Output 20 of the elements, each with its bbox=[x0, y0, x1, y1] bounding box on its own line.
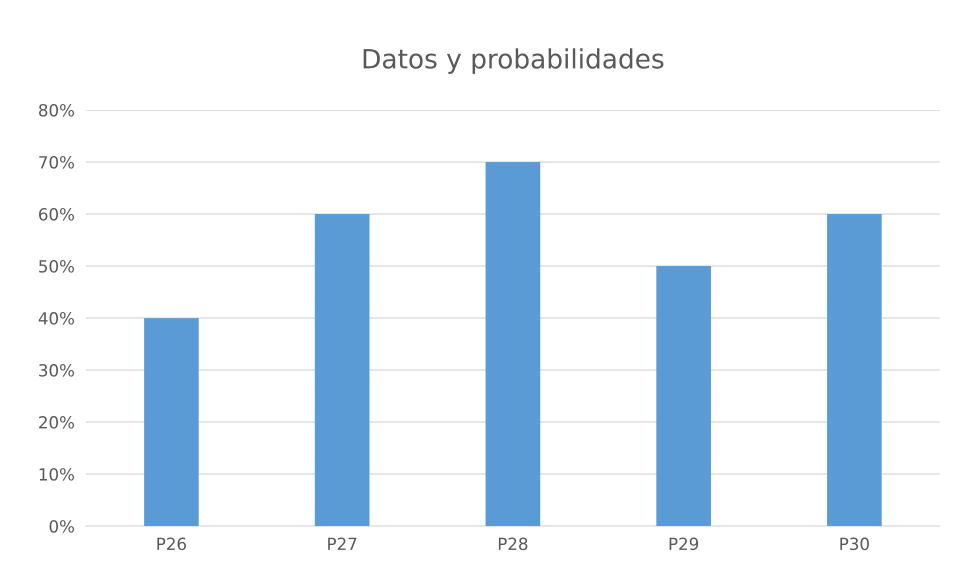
bar bbox=[314, 214, 370, 526]
bar bbox=[486, 162, 540, 526]
x-tick-label: P27 bbox=[328, 538, 356, 550]
x-tick-label: P26 bbox=[157, 538, 186, 550]
bar bbox=[656, 266, 711, 526]
y-tick-label: 40% bbox=[38, 312, 74, 325]
y-tick-label: 10% bbox=[40, 468, 74, 481]
y-tick-label: 70% bbox=[39, 156, 74, 169]
x-tick-label: P28 bbox=[498, 538, 528, 550]
y-tick-label: 0% bbox=[50, 520, 74, 533]
x-tick-label: P30 bbox=[840, 538, 869, 550]
y-tick-label: 80% bbox=[39, 104, 74, 117]
y-tick-label: 60% bbox=[39, 208, 74, 221]
bar bbox=[144, 318, 199, 526]
chart-title: Datos y probabilidades bbox=[364, 48, 664, 74]
y-tick-label: 20% bbox=[39, 416, 74, 429]
y-tick-label: 30% bbox=[39, 364, 74, 377]
y-tick-label: 50% bbox=[39, 260, 74, 273]
bar bbox=[827, 214, 882, 526]
x-tick-label: P29 bbox=[670, 538, 698, 550]
